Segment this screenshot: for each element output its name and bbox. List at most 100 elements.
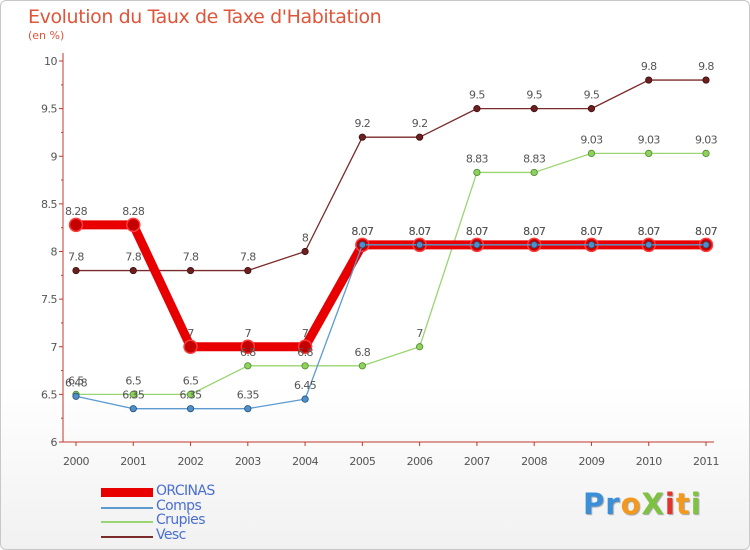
x-tick-label: 2006 — [407, 455, 433, 468]
data-label-comps: 8.07 — [351, 225, 374, 238]
y-tick-label: 9 — [51, 150, 58, 163]
data-label-vesc: 9.5 — [526, 89, 542, 102]
series-line-comps — [75, 244, 707, 410]
data-label-orcinas: 8.07 — [580, 225, 603, 238]
data-label-vesc: 7.8 — [183, 251, 199, 264]
data-point-comps — [530, 241, 538, 249]
data-label-orcinas: 7 — [302, 327, 309, 340]
data-point-vesc — [129, 266, 137, 275]
data-label-comps: 6.45 — [294, 379, 317, 392]
data-point-comps — [587, 241, 596, 249]
data-label-orcinas: 7 — [187, 327, 194, 340]
data-label-orcinas: 8.07 — [523, 225, 546, 238]
x-tick-label: 2005 — [349, 455, 375, 468]
data-label-crupies: 7 — [416, 327, 423, 340]
data-point-orcinas — [297, 339, 313, 354]
data-point-orcinas — [240, 339, 256, 354]
data-point-vesc — [358, 133, 366, 141]
chart-title: Evolution du Taux de Taxe d'Habitation — [28, 6, 382, 28]
data-point-crupies — [244, 362, 252, 370]
data-point-comps — [129, 405, 137, 413]
data-point-comps — [473, 241, 481, 249]
data-label-orcinas: 8.07 — [466, 225, 489, 238]
x-tick-label: 2007 — [464, 455, 490, 468]
data-label-comps: 6.35 — [122, 389, 145, 402]
series-line-orcinas — [71, 220, 711, 352]
logo-letter: P — [583, 487, 606, 521]
data-label-orcinas: 8.07 — [638, 225, 661, 238]
data-label-crupies: 6.5 — [183, 374, 199, 387]
x-tick-label: 2002 — [178, 455, 204, 468]
data-label-vesc: 8 — [302, 232, 309, 245]
data-label-vesc: 9.2 — [355, 117, 371, 130]
data-label-orcinas: 8.07 — [351, 225, 374, 238]
x-tick-label: 2008 — [521, 455, 547, 468]
data-point-comps — [301, 395, 309, 403]
data-label-vesc: 7.8 — [125, 251, 141, 264]
data-point-vesc — [587, 105, 596, 113]
data-label-comps: 8.07 — [409, 225, 432, 238]
y-tick-label: 7 — [51, 341, 58, 354]
data-point-orcinas — [183, 339, 198, 354]
data-label-comps: 6.35 — [237, 389, 260, 402]
x-tick-label: 2001 — [120, 455, 146, 468]
data-label-vesc: 7.8 — [68, 251, 84, 264]
x-tick-label: 2000 — [63, 455, 89, 468]
chart-subtitle: (en %) — [28, 29, 65, 42]
data-point-comps — [416, 241, 424, 249]
data-label-comps: 6.48 — [65, 376, 88, 389]
data-label-comps: 8.07 — [523, 225, 546, 238]
logo-letter: r — [605, 487, 621, 521]
data-label-vesc: 9.5 — [584, 89, 600, 102]
series-line-crupies — [75, 152, 707, 396]
x-tick-label: 2010 — [636, 455, 662, 468]
data-label-crupies: 6.8 — [297, 346, 313, 359]
data-label-comps: 6.35 — [179, 389, 202, 402]
data-point-vesc — [244, 266, 252, 275]
x-tick-label: 2004 — [292, 455, 318, 468]
data-point-crupies — [416, 343, 424, 351]
data-label-vesc: 9.8 — [698, 60, 714, 73]
data-point-crupies — [530, 168, 538, 177]
data-label-crupies: 6.5 — [125, 374, 141, 387]
data-label-comps: 8.07 — [466, 225, 489, 238]
data-point-vesc — [416, 133, 424, 141]
logo-letter: X — [641, 487, 665, 521]
data-label-vesc: 9.5 — [469, 89, 485, 102]
data-point-comps — [645, 241, 653, 249]
data-point-vesc — [645, 76, 653, 84]
data-point-comps — [358, 241, 366, 249]
legend-label: Crupies — [156, 512, 205, 528]
y-tick-label: 8 — [51, 246, 58, 259]
data-label-crupies: 6.8 — [355, 346, 371, 359]
x-tick-label: 2011 — [693, 455, 719, 468]
data-label-crupies: 9.03 — [580, 133, 603, 146]
data-label-orcinas: 8.07 — [409, 225, 432, 238]
legend-swatch — [101, 506, 153, 509]
legend-label: Comps — [156, 497, 202, 514]
data-point-vesc — [186, 266, 195, 275]
logo-letter: i — [664, 487, 676, 521]
data-point-vesc — [301, 247, 309, 256]
data-label-comps: 8.07 — [580, 225, 603, 238]
logo-letter: t — [675, 487, 691, 521]
y-tick-label: 10 — [44, 55, 57, 68]
data-point-crupies — [129, 390, 137, 398]
data-point-vesc — [702, 76, 710, 84]
data-point-vesc — [530, 105, 538, 113]
legend-swatch — [101, 535, 153, 538]
y-tick-label: 7.5 — [41, 293, 57, 306]
data-point-orcinas — [126, 217, 141, 233]
legend-swatch — [101, 521, 153, 523]
data-point-comps — [186, 405, 195, 413]
data-point-crupies — [186, 390, 195, 398]
data-label-orcinas: 8.28 — [122, 205, 145, 218]
data-label-vesc: 9.8 — [641, 60, 657, 73]
data-point-crupies — [301, 362, 309, 370]
logo-letter: i — [690, 487, 702, 521]
legend-label: ORCINAS — [156, 483, 215, 499]
data-label-comps: 8.07 — [695, 225, 718, 238]
data-label-crupies: 6.5 — [68, 374, 84, 387]
